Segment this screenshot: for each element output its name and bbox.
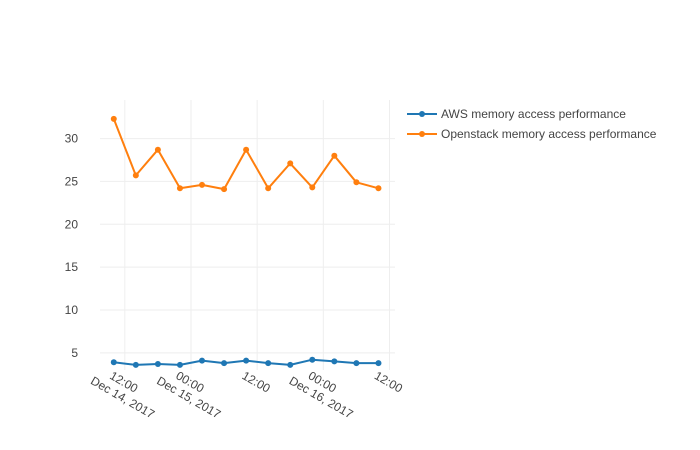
data-point	[353, 179, 360, 186]
data-point	[176, 361, 183, 368]
y-tick-label: 5	[71, 346, 78, 360]
data-point	[154, 361, 161, 367]
data-point	[265, 360, 272, 367]
data-point	[243, 146, 250, 153]
y-tick-label: 15	[65, 260, 79, 274]
legend[interactable]: AWS memory access performance Openstack m…	[407, 107, 657, 141]
data-point	[199, 181, 206, 188]
x-tick-label: 00:00Dec 16, 2017	[287, 361, 363, 421]
data-point	[110, 359, 117, 366]
data-point	[199, 357, 206, 364]
y-tick-label: 25	[65, 174, 79, 188]
data-point	[287, 160, 294, 167]
legend-swatch-marker	[419, 131, 425, 137]
data-point	[132, 361, 139, 368]
data-point	[176, 185, 183, 192]
data-point	[375, 185, 382, 192]
data-point	[309, 184, 316, 191]
data-point	[309, 356, 316, 363]
x-tick-label-line: 12:00	[372, 368, 405, 395]
x-tick-label-line: 12:00	[240, 368, 273, 395]
x-gridlines	[124, 100, 390, 370]
legend-item[interactable]: AWS memory access performance	[407, 107, 626, 121]
y-tick-label: 30	[65, 132, 79, 146]
legend-swatch-marker	[419, 111, 425, 117]
x-tick-label: 12:00	[240, 368, 273, 395]
legend-item[interactable]: Openstack memory access performance	[407, 127, 657, 141]
series-aws	[110, 356, 382, 368]
x-axis-tick-labels: 12:00Dec 14, 2017 00:00Dec 15, 2017 12:00 0…	[88, 361, 405, 421]
data-point	[221, 360, 228, 367]
x-tick-label: 00:00Dec 15, 2017	[154, 361, 230, 421]
data-point	[287, 361, 294, 368]
y-tick-label: 10	[65, 303, 79, 317]
data-point	[221, 186, 228, 193]
data-point	[265, 185, 272, 192]
series-openstack	[110, 115, 382, 193]
data-point	[375, 360, 382, 367]
y-axis-tick-labels: 5 10 15 20 25 30	[65, 132, 79, 360]
data-point	[243, 357, 250, 364]
x-tick-label: 12:00Dec 14, 2017	[88, 361, 164, 421]
legend-label: AWS memory access performance	[441, 107, 626, 121]
x-tick-label: 12:00	[372, 368, 405, 395]
data-point	[353, 360, 360, 367]
series-layer	[110, 115, 382, 368]
data-point	[154, 146, 161, 153]
data-point	[132, 172, 139, 179]
y-tick-label: 20	[65, 217, 79, 231]
y-gridlines	[100, 138, 395, 354]
data-point	[331, 358, 338, 365]
series-line	[112, 118, 379, 191]
data-point	[331, 152, 338, 159]
data-point	[110, 115, 117, 122]
legend-label: Openstack memory access performance	[441, 127, 657, 141]
